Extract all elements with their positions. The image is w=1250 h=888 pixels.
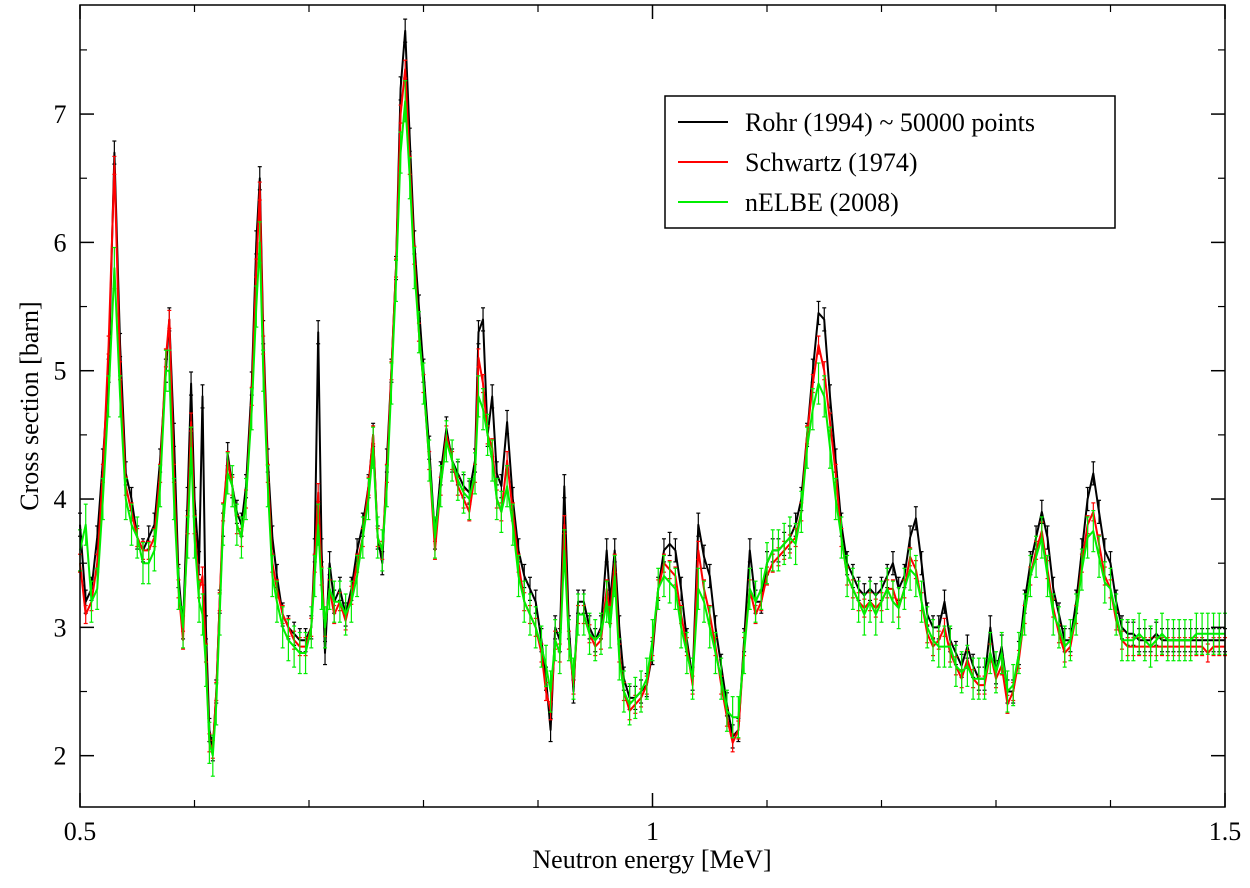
- series-layer: [78, 18, 1227, 777]
- y-tick-label: 6: [54, 228, 67, 257]
- series-group: [78, 80, 1227, 777]
- legend-label: Schwartz (1974): [745, 148, 918, 177]
- x-tick-label: 1: [646, 817, 659, 846]
- legend-label: Rohr (1994) ~ 50000 points: [745, 108, 1035, 137]
- legend: Rohr (1994) ~ 50000 points Schwartz (1974…: [664, 95, 1116, 229]
- ticks-layer: 0.5 1 1.5 2 3 4 5 6 7: [54, 5, 1242, 846]
- y-tick-label: 7: [54, 100, 67, 129]
- legend-box: [664, 95, 1116, 229]
- y-tick-label: 4: [54, 485, 67, 514]
- y-axis-label: Cross section [barn]: [15, 301, 44, 510]
- series-line: [79, 100, 1225, 757]
- legend-label: nELBE (2008): [745, 188, 899, 217]
- y-tick-label: 3: [54, 613, 67, 642]
- x-axis-label: Neutron energy [MeV]: [532, 845, 771, 874]
- y-tick-label: 5: [54, 357, 67, 386]
- x-tick-label: 0.5: [64, 817, 97, 846]
- y-tick-label: 2: [54, 742, 67, 771]
- x-tick-label: 1.5: [1209, 817, 1242, 846]
